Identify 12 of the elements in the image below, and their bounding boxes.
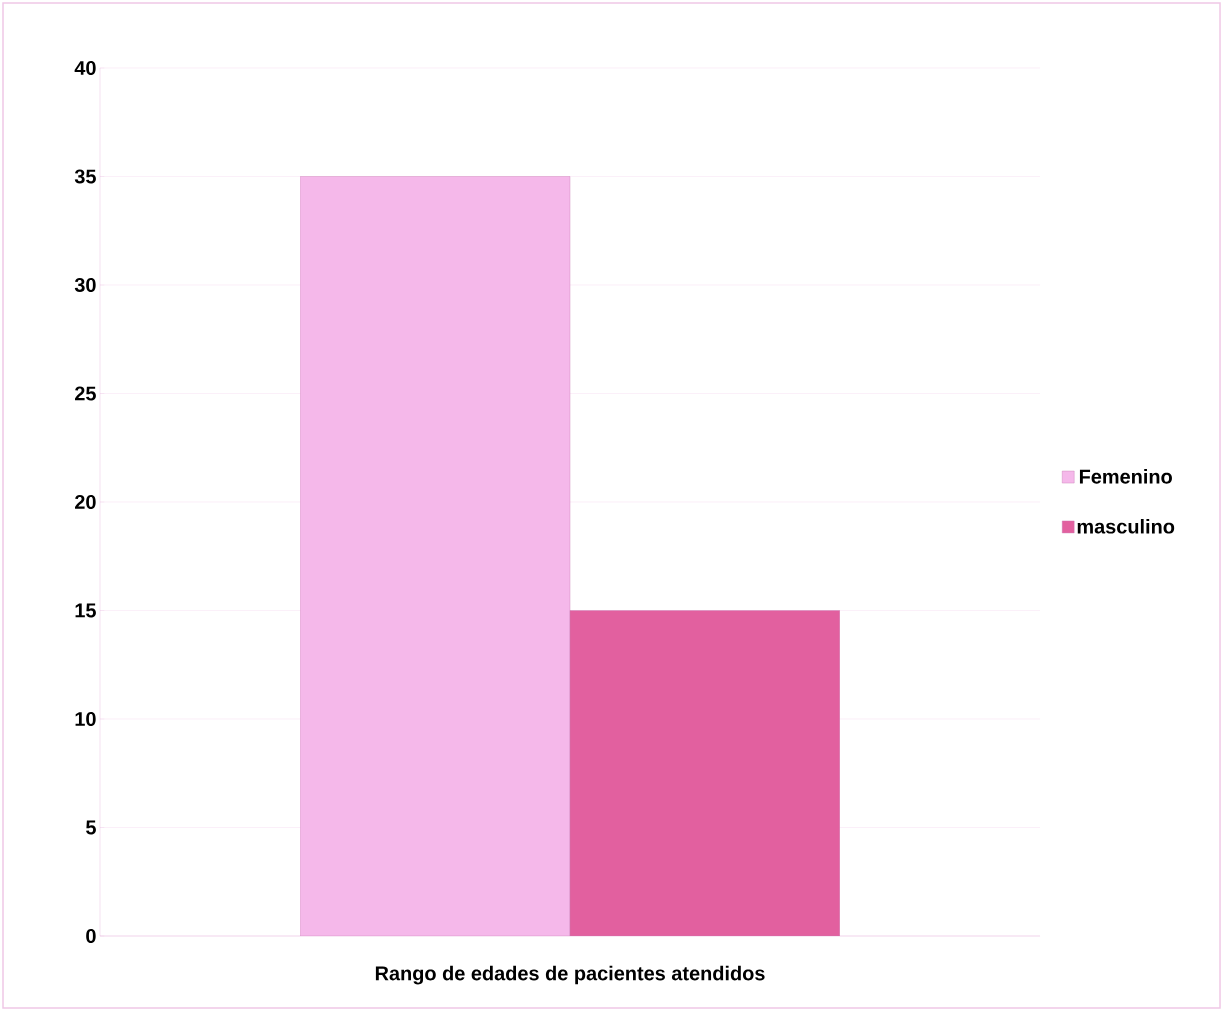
legend-label: masculino bbox=[1077, 518, 1175, 534]
x-tick-label: Rango de edades de pacientes atendidos bbox=[375, 965, 765, 985]
legend-label: Femenino bbox=[1079, 469, 1172, 484]
y-tick-label: 0 bbox=[86, 928, 96, 944]
y-tick-label: 5 bbox=[86, 820, 96, 835]
y-tick-label: 15 bbox=[75, 603, 96, 618]
y-tick-label: 25 bbox=[75, 386, 96, 401]
y-tick-label: 20 bbox=[75, 494, 96, 510]
y-tick-label: 35 bbox=[74, 169, 96, 184]
y-tick-label: 30 bbox=[74, 277, 96, 293]
y-tick-label: 40 bbox=[74, 60, 96, 76]
y-tick-label: 10 bbox=[75, 711, 96, 727]
